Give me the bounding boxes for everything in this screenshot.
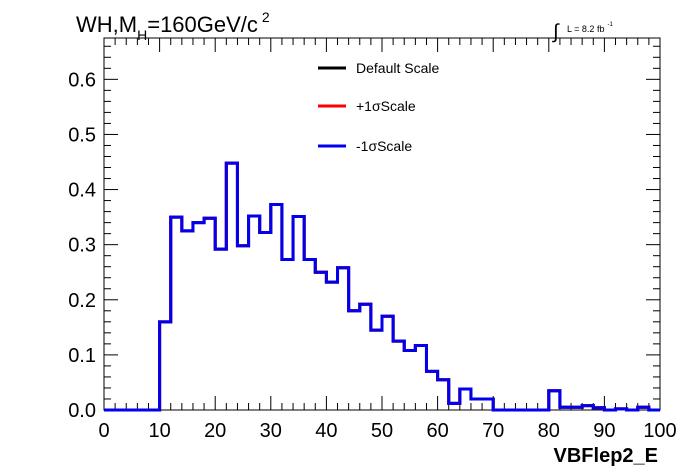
x-tick-label: 70: [482, 420, 504, 442]
y-tick-label: 0.1: [68, 345, 96, 367]
x-tick-label: 40: [315, 420, 337, 442]
x-tick-label: 50: [371, 420, 393, 442]
lumi-integral-symbol: ∫: [552, 21, 560, 43]
x-tick-label: 100: [643, 420, 676, 442]
y-tick-label: 0.0: [68, 400, 96, 422]
y-tick-label: 0.5: [68, 124, 96, 146]
legend: Default Scale +1σScale -1σScale: [318, 60, 439, 154]
series-group: [104, 161, 660, 412]
y-tick-label: 0.2: [68, 290, 96, 312]
x-axis-label: VBFlep2_E: [554, 445, 658, 467]
chart-title: WH,MH=160GeV/c 2: [76, 9, 270, 43]
legend-label-0: Default Scale: [356, 60, 439, 76]
x-axis: 0 10 20 30 40 50 60 70 80 90 100: [98, 38, 677, 442]
lumi-label: L = 8.2 fb -1: [567, 22, 613, 34]
y-tick-label: 0.3: [68, 235, 96, 257]
x-tick-label: 0: [98, 420, 109, 442]
y-tick-label: 0.4: [68, 180, 96, 202]
x-tick-label: 90: [593, 420, 615, 442]
legend-label-1: +1σScale: [356, 98, 416, 114]
y-tick-label: 0.6: [68, 69, 96, 91]
x-tick-label: 10: [148, 420, 170, 442]
x-tick-label: 30: [260, 420, 282, 442]
x-tick-label: 80: [538, 420, 560, 442]
x-tick-label: 60: [426, 420, 448, 442]
x-tick-label: 20: [204, 420, 226, 442]
legend-label-2: -1σScale: [356, 138, 412, 154]
series-line-2: [104, 161, 660, 412]
